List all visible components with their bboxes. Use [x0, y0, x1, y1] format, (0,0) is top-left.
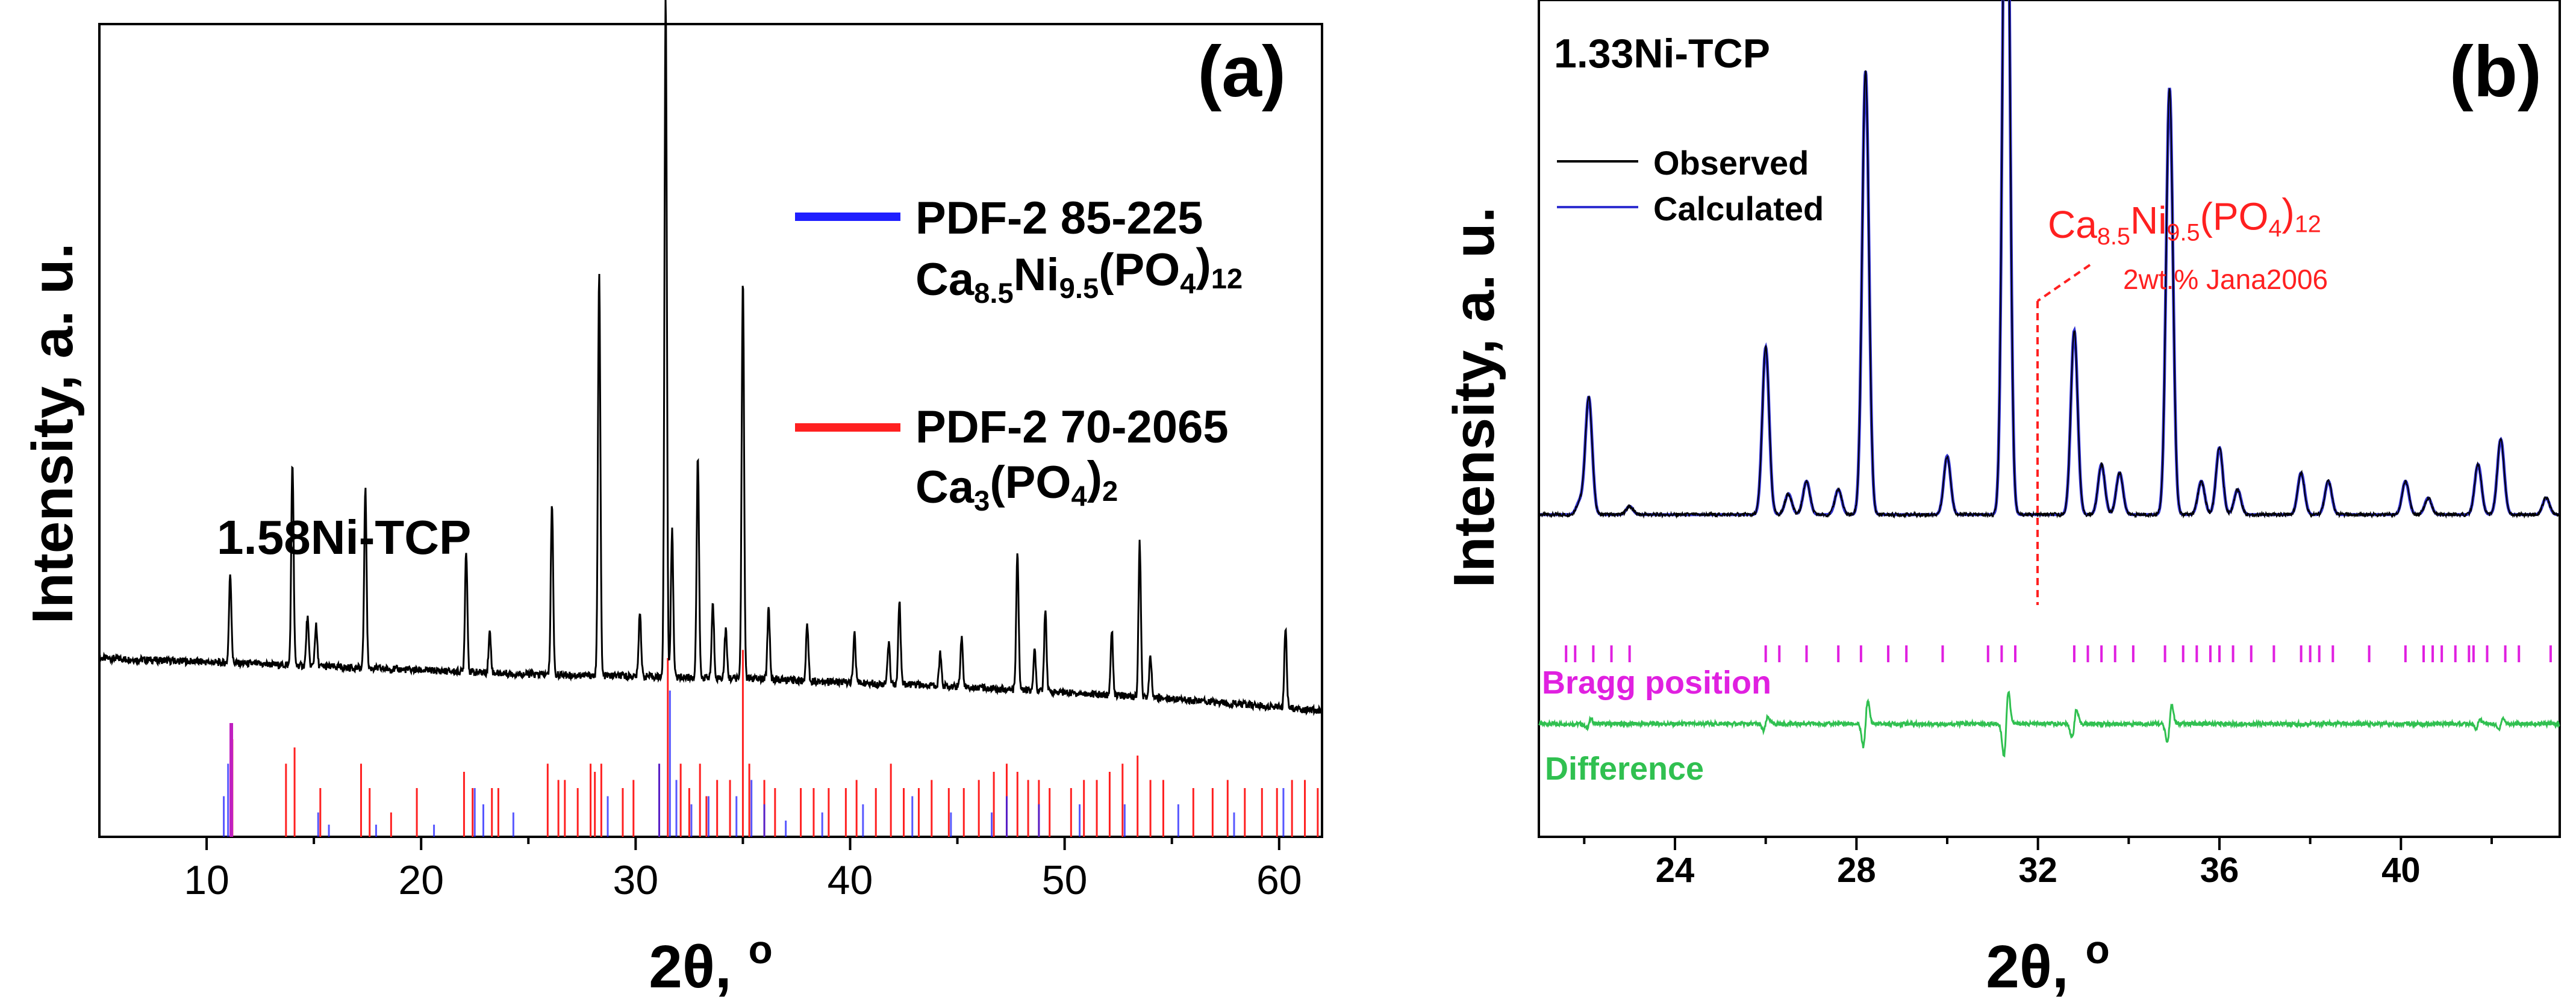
panel-b-calculated-pattern: [1539, 0, 2560, 517]
panel-a-plot-frame: [98, 23, 1323, 838]
x-tick-label: 32: [2018, 851, 2057, 890]
x-tick-label: 40: [828, 857, 873, 903]
panel-a-reference-lines: [223, 650, 1319, 837]
phase-amount-annotation: 2wt.% Jana2006: [2123, 264, 2328, 295]
legend-entry-2-name: PDF-2 70-2065: [915, 402, 1229, 453]
panel-b-x-axis-label: 2θ, o: [1986, 927, 2110, 1001]
panel-b-legend: Observed Calculated: [1557, 144, 1824, 228]
panel-b-difference-curve: [1538, 690, 2560, 758]
panel-b-y-axis-label: Intensity, a. u.: [1442, 207, 1506, 588]
panel-b-x-ticks: 24 28 32 36 40: [1583, 837, 2493, 890]
x-tick-label: 36: [2200, 851, 2239, 890]
legend-observed: Observed: [1653, 144, 1809, 182]
panel-a-legend: PDF-2 85-225 Ca8.5Ni9.5(PO4)12 PDF-2 70-…: [795, 193, 1243, 517]
difference-label: Difference: [1545, 751, 1704, 787]
phase-annotation: Ca8.5Ni9.5(PO4)12: [2048, 191, 2321, 250]
x-tick-label: 60: [1256, 857, 1302, 903]
x-tick-label: 30: [613, 857, 659, 903]
panel-b-sample-label: 1.33Ni-TCP: [1554, 31, 1770, 76]
x-tick-label: 28: [1837, 851, 1876, 890]
x-tick-label: 24: [1656, 851, 1695, 890]
panel-b-bragg-ticks: [1565, 645, 2552, 662]
panel-b-plot-frame: [1538, 0, 2561, 838]
panel-a-sample-label: 1.58Ni-TCP: [217, 511, 471, 564]
x-tick-label: 20: [398, 857, 444, 903]
annotation-leader-line: [2036, 264, 2091, 302]
legend-entry-1-name: PDF-2 85-225: [915, 193, 1203, 244]
legend-entry-2-formula: Ca3(PO4)2: [915, 452, 1118, 517]
panel-a-chart: 10 20 30 40 50 60 1.58Ni-TCP (a) PDF-2 85-225…: [20, 0, 1323, 1001]
panel-b-observed-pattern: [1538, 0, 2560, 519]
panel-a-y-axis-label: Intensity, a. u.: [20, 243, 85, 624]
panel-a-x-axis-label: 2θ, o: [649, 927, 773, 1001]
panel-a-observed-pattern: [98, 0, 1323, 716]
legend-calculated: Calculated: [1653, 190, 1824, 228]
legend-entry-1-formula: Ca8.5Ni9.5(PO4)12: [915, 240, 1243, 309]
panel-b-label: (b): [2450, 31, 2542, 112]
panel-b-chart: 24 28 32 36 40 1.33Ni-TCP (b) Observed Calcu…: [1442, 0, 2561, 1001]
panel-a-label: (a): [1197, 31, 1286, 112]
x-tick-label: 40: [2381, 851, 2421, 890]
panel-a-x-ticks: 10 20 30 40 50 60: [184, 837, 1302, 903]
x-tick-label: 10: [184, 857, 229, 903]
x-tick-label: 50: [1042, 857, 1088, 903]
bragg-position-label: Bragg position: [1542, 665, 1771, 701]
